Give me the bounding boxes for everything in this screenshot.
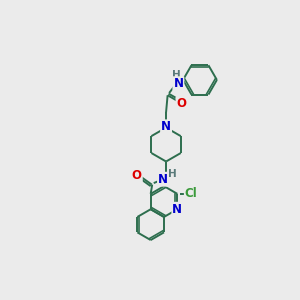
Text: N: N	[173, 77, 183, 90]
Text: H: H	[168, 169, 177, 179]
Text: N: N	[158, 173, 168, 186]
Text: N: N	[161, 120, 171, 134]
Text: O: O	[176, 97, 187, 110]
Text: O: O	[132, 169, 142, 182]
Text: H: H	[172, 70, 181, 80]
Text: Cl: Cl	[185, 187, 198, 200]
Text: N: N	[172, 203, 182, 216]
